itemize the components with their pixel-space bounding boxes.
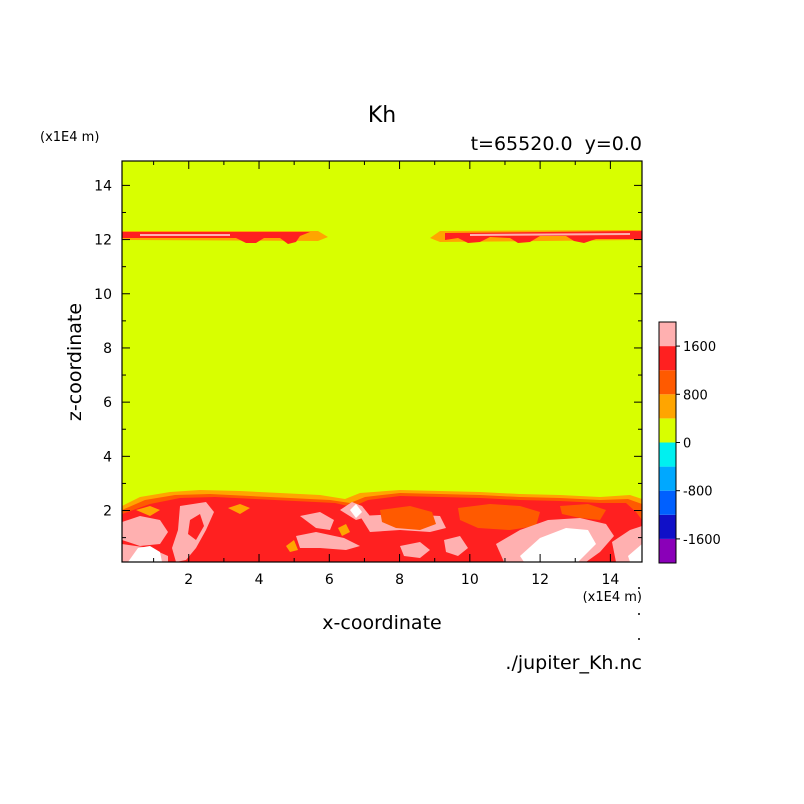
boundary-layer xyxy=(122,490,642,562)
colorbar-tick-label: -800 xyxy=(683,485,713,500)
x-tick-label: 6 xyxy=(325,572,334,588)
plot-frame xyxy=(121,160,643,563)
chart-subtitle: t=65520.0 y=0.0 xyxy=(471,133,642,155)
colorbar: 1600 800 0 -800 -1600 xyxy=(658,321,721,564)
y-tick-label: 8 xyxy=(103,341,112,357)
colorbar-segment xyxy=(659,442,676,467)
y-tick-label: 10 xyxy=(94,287,112,303)
upper-band-right xyxy=(430,230,642,243)
x-tick-label: 4 xyxy=(255,572,264,588)
colorbar-segment xyxy=(659,370,676,395)
colorbar-segment xyxy=(659,394,676,419)
y-tick-label: 2 xyxy=(103,504,112,520)
colorbar-segment xyxy=(659,514,676,539)
colorbar-tick-label: 1600 xyxy=(683,340,716,355)
colorbar-segment xyxy=(659,466,676,491)
y-axis-unit: (x1E4 m) xyxy=(40,130,99,145)
x-axis-label: x-coordinate xyxy=(322,612,441,634)
colorbar-tick-label: 800 xyxy=(683,388,708,403)
colorbar-tick-label: -1600 xyxy=(683,533,721,548)
x-tick-label: 10 xyxy=(461,572,479,588)
y-tick-label: 14 xyxy=(94,178,112,194)
x-tick-label: 8 xyxy=(395,572,404,588)
colorbar-segment xyxy=(659,322,676,347)
y-tick-label: 6 xyxy=(103,395,112,411)
y-axis: 2 4 6 8 10 12 14 xyxy=(94,178,642,539)
source-filename: ./jupiter_Kh.nc xyxy=(505,652,642,674)
colorbar-segment xyxy=(659,346,676,371)
x-tick-label: 2 xyxy=(184,572,193,588)
colorbar-segment xyxy=(659,490,676,515)
x-tick-label: 14 xyxy=(601,572,619,588)
x-axis-unit: (x1E4 m) xyxy=(583,590,642,605)
colorbar-segment xyxy=(659,538,676,563)
upper-band-left xyxy=(122,231,328,244)
y-axis-label: z-coordinate xyxy=(64,303,86,421)
x-axis: 2 4 6 8 10 12 14 xyxy=(153,161,619,588)
plot-area xyxy=(122,161,642,562)
colorbar-segment xyxy=(659,418,676,443)
colorbar-tick-label: 0 xyxy=(683,437,691,452)
y-tick-label: 4 xyxy=(103,449,112,465)
chart-title: Kh xyxy=(368,103,396,128)
x-tick-label: 12 xyxy=(531,572,549,588)
y-tick-label: 12 xyxy=(94,233,112,249)
margin-marks xyxy=(638,587,640,640)
